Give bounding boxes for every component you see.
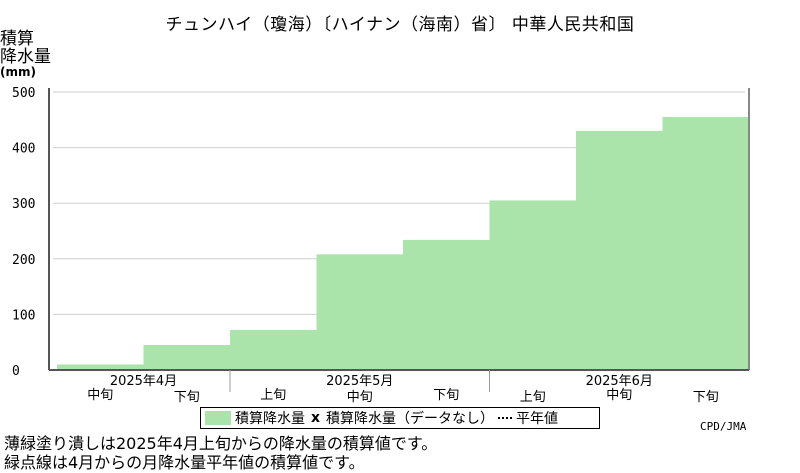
legend-item-accumulated: 積算降水量 (235, 411, 305, 427)
y-axis-label-line1: 積算 (0, 29, 34, 49)
x-tick-label: 中旬 (87, 388, 113, 403)
y-axis-label: 積算 降水量 (mm) (0, 30, 51, 78)
x-tick-label: 上旬 (520, 390, 546, 405)
y-tick-label: 0 (12, 364, 20, 379)
y-tick-label: 400 (12, 142, 35, 157)
legend-marker-nodata: x (311, 410, 321, 426)
legend-dotted-line-icon (498, 417, 513, 419)
bar-accumulated (230, 329, 317, 370)
x-tick-label: 下旬 (693, 390, 719, 405)
chart-title: チュンハイ（瓊海）〔ハイナン（海南）省〕 中華人民共和国 (165, 15, 635, 35)
x-tick-label: 中旬 (606, 388, 632, 403)
bar-accumulated (576, 130, 663, 370)
bar-accumulated (316, 254, 403, 370)
y-tick-label: 300 (12, 197, 35, 212)
legend: 積算降水量 x 積算降水量（データなし） 平年値 (200, 407, 600, 429)
legend-item-normal: 平年値 (516, 411, 559, 427)
month-label: 2025年6月 (586, 374, 653, 389)
y-axis-label-line2: 降水量 (0, 47, 51, 67)
x-tick-label: 上旬 (260, 388, 286, 403)
x-tick-label: 下旬 (174, 390, 200, 405)
x-tick-label: 中旬 (347, 390, 373, 405)
y-axis-unit: (mm) (0, 65, 36, 79)
note-line-2: 緑点線は4月からの月降水量平年値の積算値です。 (4, 453, 365, 472)
note-line-1: 薄緑塗り潰しは2025年4月上旬からの降水量の積算値です。 (4, 434, 438, 453)
month-label: 2025年4月 (110, 374, 177, 389)
credit: CPD/JMA (700, 420, 747, 433)
month-label: 2025年5月 (326, 374, 393, 389)
y-tick-label: 100 (12, 308, 35, 323)
legend-swatch-accumulated (205, 411, 231, 425)
bar-accumulated (403, 239, 490, 370)
legend-item-nodata: 積算降水量（データなし） (326, 411, 495, 427)
bar-accumulated (57, 364, 144, 370)
y-tick-label: 200 (12, 253, 35, 268)
x-tick-label: 下旬 (433, 388, 459, 403)
bar-accumulated (662, 117, 749, 371)
y-tick-label: 500 (12, 86, 35, 101)
bar-accumulated (489, 200, 576, 370)
bar-accumulated (143, 344, 230, 370)
